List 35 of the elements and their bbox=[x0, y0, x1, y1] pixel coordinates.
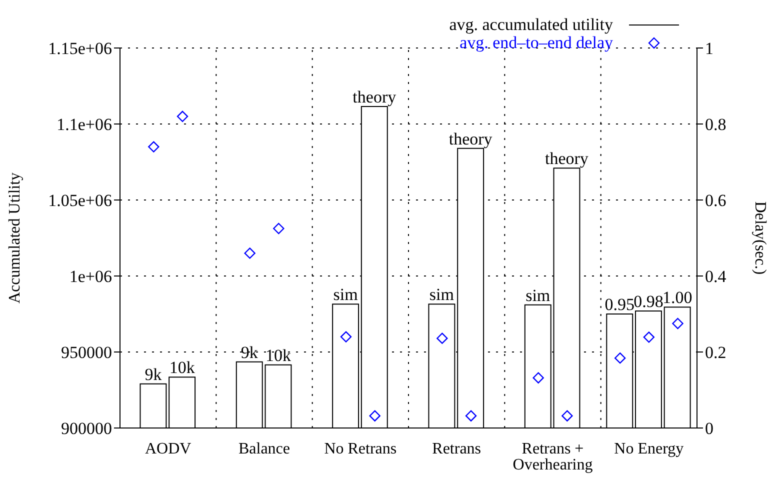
annotation: 9k bbox=[240, 342, 258, 362]
y2-tick-label: 0.8 bbox=[705, 115, 726, 134]
annotation: 0.95 bbox=[604, 295, 634, 314]
annotation: theory bbox=[448, 129, 493, 148]
x-tick-label: No Energy bbox=[614, 440, 684, 458]
y2-tick-label: 1 bbox=[705, 39, 714, 58]
y-tick-label: 1e+06 bbox=[69, 267, 112, 286]
y2-tick-label: 0.4 bbox=[705, 267, 727, 286]
annotation: theory bbox=[352, 88, 397, 107]
y-axis-title: Accumulated Utility bbox=[6, 172, 24, 304]
x-tick-label: Retrans bbox=[432, 440, 482, 458]
annotation: sim bbox=[526, 286, 550, 305]
y2-axis-title: Delay(sec.) bbox=[751, 201, 768, 275]
annotation: sim bbox=[429, 285, 454, 304]
y-tick-label: 950000 bbox=[61, 343, 112, 362]
annotation: 1.00 bbox=[662, 288, 692, 308]
y2-tick-label: 0.2 bbox=[705, 343, 726, 362]
x-tick-label: Balance bbox=[238, 440, 290, 458]
x-tick-label: AODV bbox=[144, 440, 192, 458]
y-tick-label: 1.15e+06 bbox=[48, 39, 112, 58]
x-tick-label: Retrans + Overhearing bbox=[512, 440, 593, 474]
annotation: 9k bbox=[144, 364, 162, 384]
y-tick-label: 1.05e+06 bbox=[48, 191, 112, 210]
y2-tick-label: 0 bbox=[705, 419, 714, 438]
annotation: 10k bbox=[265, 346, 292, 365]
y-tick-label: 1.1e+06 bbox=[56, 115, 112, 134]
legend-label: avg. accumulated utility bbox=[449, 15, 613, 34]
annotation: 10k bbox=[169, 358, 196, 378]
y2-tick-label: 0.6 bbox=[705, 191, 726, 210]
annotation: 0.98 bbox=[634, 292, 664, 311]
annotation: sim bbox=[333, 285, 358, 304]
annotation: theory bbox=[545, 149, 589, 168]
x-tick-label: No Retrans bbox=[324, 440, 397, 458]
legend-label: avg. end–to–end delay bbox=[460, 33, 613, 52]
y-tick-label: 900000 bbox=[61, 419, 112, 438]
